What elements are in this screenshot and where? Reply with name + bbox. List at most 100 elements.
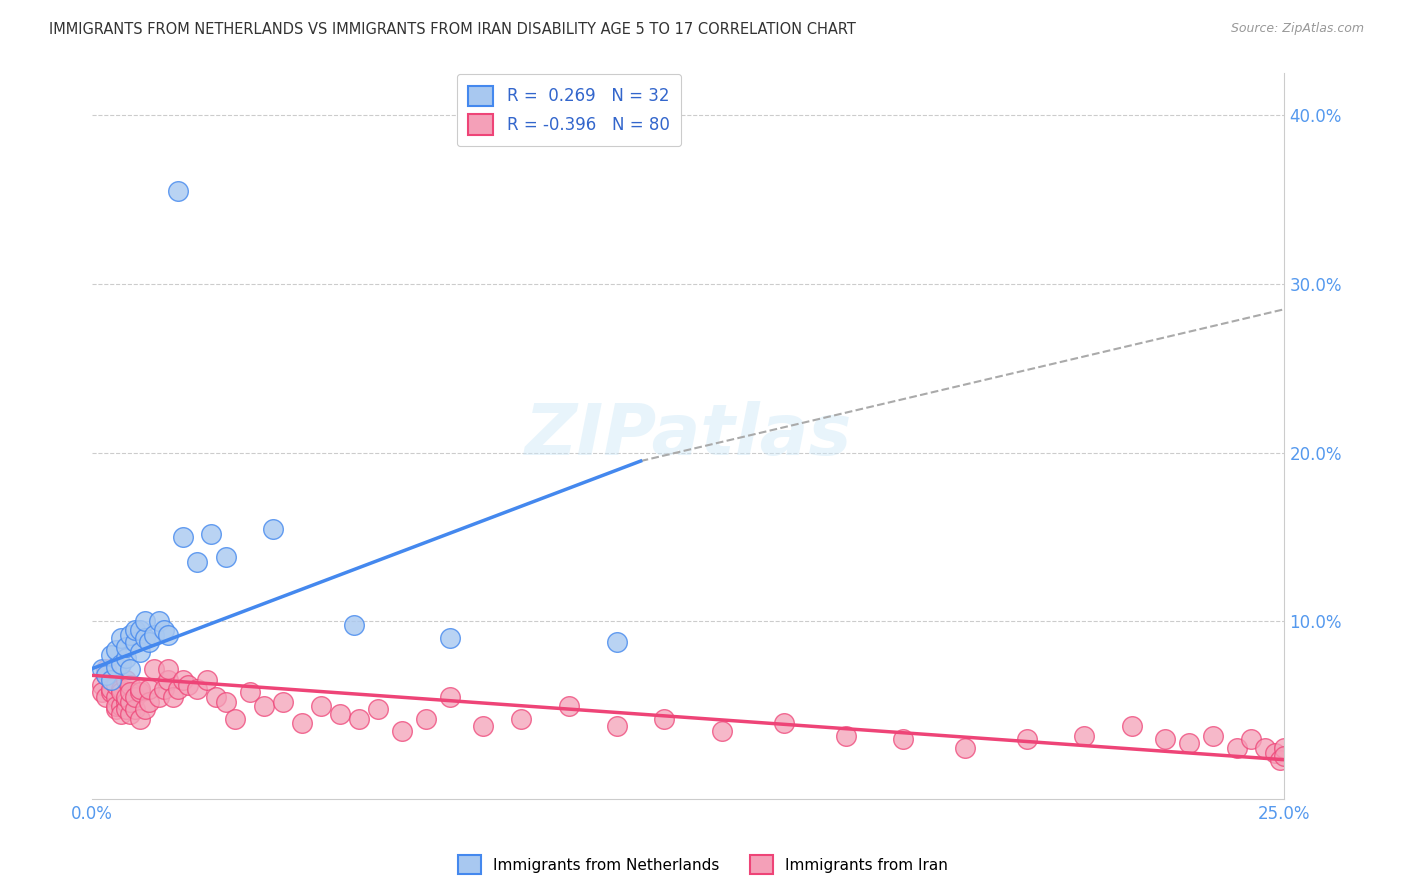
Point	[114, 640, 136, 654]
Point	[110, 698, 132, 713]
Point	[891, 732, 914, 747]
Point	[157, 662, 180, 676]
Point	[120, 678, 142, 692]
Point	[772, 715, 794, 730]
Point	[1154, 732, 1177, 747]
Point	[291, 715, 314, 730]
Point	[120, 695, 142, 709]
Point	[1254, 740, 1277, 755]
Point	[1274, 740, 1296, 755]
Point	[186, 555, 208, 569]
Point	[128, 623, 150, 637]
Point	[114, 673, 136, 688]
Point	[120, 685, 142, 699]
Point	[124, 634, 146, 648]
Point	[162, 690, 184, 705]
Point	[90, 662, 112, 676]
Point	[128, 685, 150, 699]
Point	[128, 712, 150, 726]
Point	[349, 712, 371, 726]
Point	[110, 685, 132, 699]
Point	[1121, 719, 1143, 733]
Point	[128, 645, 150, 659]
Point	[143, 628, 166, 642]
Point	[200, 526, 222, 541]
Point	[105, 698, 128, 713]
Point	[167, 184, 190, 198]
Point	[1202, 729, 1225, 743]
Legend: R =  0.269   N = 32, R = -0.396   N = 80: R = 0.269 N = 32, R = -0.396 N = 80	[457, 74, 682, 146]
Point	[510, 712, 533, 726]
Point	[100, 681, 122, 696]
Point	[114, 702, 136, 716]
Point	[343, 617, 366, 632]
Point	[1073, 729, 1095, 743]
Point	[138, 681, 160, 696]
Point	[439, 690, 461, 705]
Point	[114, 695, 136, 709]
Point	[238, 685, 260, 699]
Point	[367, 702, 389, 716]
Point	[110, 657, 132, 671]
Point	[138, 634, 160, 648]
Point	[205, 690, 228, 705]
Point	[309, 698, 332, 713]
Point	[167, 681, 190, 696]
Point	[1264, 746, 1286, 760]
Point	[96, 690, 118, 705]
Point	[1226, 740, 1249, 755]
Point	[415, 712, 437, 726]
Point	[215, 550, 238, 565]
Point	[253, 698, 276, 713]
Point	[105, 643, 128, 657]
Point	[124, 702, 146, 716]
Point	[100, 673, 122, 688]
Point	[176, 678, 198, 692]
Point	[110, 681, 132, 696]
Text: IMMIGRANTS FROM NETHERLANDS VS IMMIGRANTS FROM IRAN DISABILITY AGE 5 TO 17 CORRE: IMMIGRANTS FROM NETHERLANDS VS IMMIGRANT…	[49, 22, 856, 37]
Point	[96, 668, 118, 682]
Point	[90, 685, 112, 699]
Point	[124, 623, 146, 637]
Point	[157, 628, 180, 642]
Point	[105, 678, 128, 692]
Point	[1178, 736, 1201, 750]
Point	[224, 712, 246, 726]
Point	[834, 729, 856, 743]
Point	[120, 628, 142, 642]
Point	[1268, 753, 1291, 767]
Point	[100, 685, 122, 699]
Point	[606, 634, 628, 648]
Point	[105, 690, 128, 705]
Point	[606, 719, 628, 733]
Point	[96, 668, 118, 682]
Point	[953, 740, 976, 755]
Point	[172, 530, 194, 544]
Point	[391, 724, 413, 739]
Point	[558, 698, 581, 713]
Point	[439, 632, 461, 646]
Point	[100, 648, 122, 662]
Point	[654, 712, 676, 726]
Point	[134, 702, 156, 716]
Legend: Immigrants from Netherlands, Immigrants from Iran: Immigrants from Netherlands, Immigrants …	[451, 849, 955, 880]
Point	[105, 702, 128, 716]
Point	[90, 678, 112, 692]
Point	[110, 632, 132, 646]
Point	[96, 662, 118, 676]
Point	[105, 660, 128, 674]
Point	[110, 707, 132, 722]
Point	[120, 662, 142, 676]
Point	[114, 651, 136, 665]
Point	[152, 623, 174, 637]
Point	[271, 695, 294, 709]
Point	[1274, 749, 1296, 764]
Point	[329, 707, 352, 722]
Point	[138, 695, 160, 709]
Point	[100, 673, 122, 688]
Point	[152, 681, 174, 696]
Point	[1240, 732, 1263, 747]
Point	[120, 707, 142, 722]
Point	[148, 615, 170, 629]
Point	[114, 690, 136, 705]
